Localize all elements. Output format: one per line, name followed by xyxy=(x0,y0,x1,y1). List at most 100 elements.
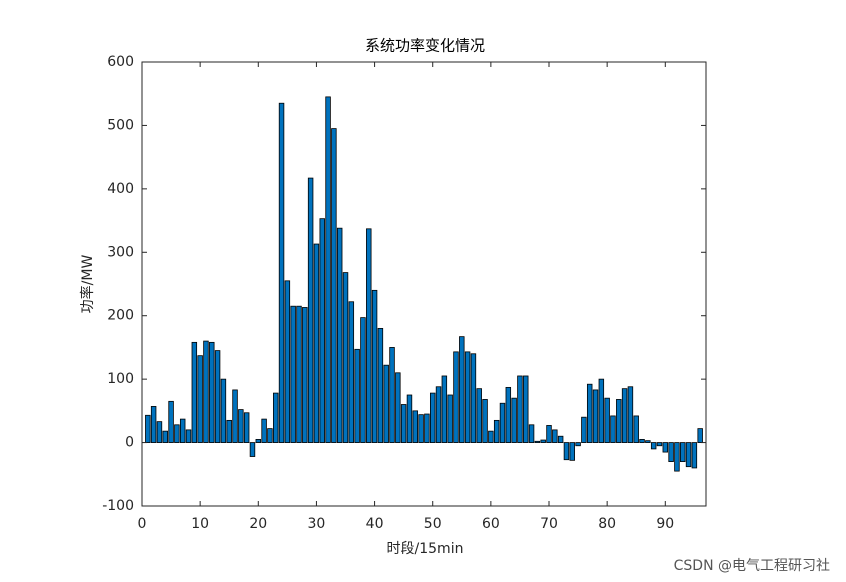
x-tick-label: 90 xyxy=(656,516,674,532)
bar xyxy=(412,410,419,443)
bar xyxy=(685,442,692,468)
x-tick-label: 50 xyxy=(424,516,442,532)
bar xyxy=(581,416,587,443)
bar xyxy=(650,442,657,450)
bar xyxy=(482,399,488,443)
x-tick-label: 30 xyxy=(308,516,326,532)
bar xyxy=(435,386,442,443)
bar xyxy=(226,419,232,443)
bar xyxy=(633,415,639,443)
bar xyxy=(307,177,314,443)
bar xyxy=(238,409,244,443)
bar xyxy=(406,394,413,443)
x-axis-label: 时段/15min xyxy=(387,541,464,557)
y-tick-label: 200 xyxy=(107,308,134,324)
bar xyxy=(383,364,389,443)
x-tick-label: 0 xyxy=(138,516,147,532)
bar xyxy=(499,402,506,443)
bar xyxy=(523,375,529,443)
bar xyxy=(517,375,523,443)
bar xyxy=(447,394,453,443)
bar xyxy=(645,440,651,443)
bar xyxy=(476,388,482,443)
x-tick-label: 60 xyxy=(482,516,500,532)
bar xyxy=(610,415,616,443)
bar xyxy=(691,442,698,469)
bar xyxy=(656,442,663,447)
bar xyxy=(273,392,279,443)
x-tick-label: 80 xyxy=(598,516,616,532)
bar xyxy=(296,305,302,443)
y-tick-label: 600 xyxy=(107,54,134,70)
bar xyxy=(174,424,180,443)
y-tick-label: 100 xyxy=(107,371,134,387)
bar xyxy=(557,435,564,443)
bar xyxy=(552,429,558,443)
bar xyxy=(243,412,250,443)
bar xyxy=(179,418,186,443)
bar xyxy=(488,430,494,443)
bar xyxy=(395,372,401,443)
bar xyxy=(418,414,424,443)
x-tick-label: 20 xyxy=(249,516,267,532)
bar xyxy=(168,400,174,443)
bar xyxy=(348,301,355,443)
bar xyxy=(697,428,703,443)
bar xyxy=(575,442,581,447)
bar xyxy=(371,289,378,443)
bar xyxy=(366,228,372,443)
bar xyxy=(197,355,203,443)
watermark: CSDN @电气工程研习社 xyxy=(674,558,830,574)
bar xyxy=(290,305,296,443)
bar xyxy=(325,96,331,443)
bar xyxy=(668,442,674,463)
bar xyxy=(278,102,285,443)
y-tick-label: 400 xyxy=(107,181,134,197)
bar xyxy=(284,280,291,443)
bar xyxy=(464,351,471,443)
bar xyxy=(313,243,320,443)
y-tick-label: -100 xyxy=(102,498,134,514)
bar xyxy=(214,350,221,443)
bar xyxy=(150,406,157,443)
bar xyxy=(563,442,570,461)
bar xyxy=(604,397,610,443)
bar xyxy=(505,386,512,443)
bar xyxy=(616,399,622,443)
bar xyxy=(453,351,459,443)
x-tick-label: 40 xyxy=(366,516,384,532)
bar xyxy=(360,317,366,443)
bar xyxy=(267,428,273,443)
bar xyxy=(424,413,430,443)
bar xyxy=(255,438,262,443)
bar xyxy=(621,388,628,443)
bar xyxy=(354,348,360,443)
bar xyxy=(389,347,395,443)
bar xyxy=(156,421,163,443)
bar xyxy=(191,341,198,443)
bar xyxy=(209,341,215,443)
bar xyxy=(319,218,325,443)
bar xyxy=(342,272,349,443)
bar xyxy=(639,438,645,443)
bar xyxy=(441,375,448,443)
bar xyxy=(528,424,535,443)
bar xyxy=(185,429,192,443)
bar xyxy=(249,442,256,457)
bar xyxy=(162,430,168,443)
bar xyxy=(493,419,500,443)
y-tick-label: 500 xyxy=(107,117,134,133)
y-tick-label: 300 xyxy=(107,244,134,260)
chart-title: 系统功率变化情况 xyxy=(365,37,485,55)
bar xyxy=(203,340,209,443)
bar xyxy=(232,389,238,443)
bar xyxy=(598,378,605,443)
bar xyxy=(459,336,465,443)
bar xyxy=(429,392,436,443)
bar xyxy=(586,383,593,443)
bar xyxy=(331,128,337,443)
y-axis-label: 功率/MW xyxy=(79,255,96,314)
bar xyxy=(680,442,686,463)
bar xyxy=(261,418,267,443)
x-tick-label: 10 xyxy=(191,516,209,532)
